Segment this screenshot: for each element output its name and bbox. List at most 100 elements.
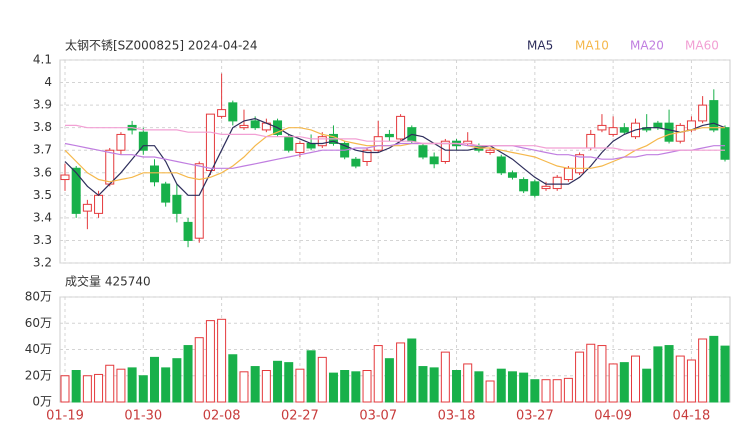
candle-body [306, 142, 316, 149]
volume-frame [59, 296, 731, 403]
volume-bar [418, 366, 428, 403]
volume-bar [440, 351, 450, 403]
volume-bar [284, 362, 294, 403]
volume-bar [384, 358, 394, 403]
ma-line [65, 124, 725, 151]
candle-body [138, 131, 148, 151]
y-tick-label: 3.7 [33, 143, 52, 157]
candle-body [519, 179, 529, 192]
volume-bar [82, 375, 92, 403]
chart-title: 太钢不锈[SZ000825] 2024-04-24 [65, 38, 258, 53]
volume-bar [407, 338, 417, 403]
volume-bar [340, 370, 350, 403]
volume-bar [429, 367, 439, 403]
y-tick-label: 4 [44, 75, 52, 89]
candle-body [440, 140, 450, 162]
candle-body [507, 172, 517, 178]
volume-bar [172, 358, 182, 403]
volume-bar [485, 380, 495, 403]
volume-bar [664, 345, 674, 403]
volume-bar [183, 345, 193, 403]
y-tick-label: 4.1 [33, 53, 52, 67]
x-tick-label: 03-18 [438, 409, 476, 424]
volume-bar [71, 370, 81, 403]
volume-bar [149, 356, 159, 403]
candle-body [373, 136, 383, 151]
x-tick-label: 03-27 [516, 409, 554, 424]
volume-bar [463, 363, 473, 403]
legend-entry: MA5 [527, 39, 553, 53]
volume-bar [317, 356, 327, 403]
volume-bar [530, 379, 540, 403]
y-tick-label: 60万 [25, 316, 52, 330]
volume-bar [239, 371, 249, 403]
volume-bar [362, 370, 372, 403]
candle-body [239, 124, 249, 129]
volume-bar [709, 335, 719, 403]
price-frame [59, 59, 731, 264]
candle-body [161, 183, 171, 203]
candle-body [429, 156, 439, 165]
candle-body [172, 194, 182, 214]
volume-bar [205, 320, 215, 403]
candle-body [575, 154, 585, 174]
x-tick-label: 02-08 [203, 409, 241, 424]
candle-body [597, 124, 607, 131]
volume-bar [161, 367, 171, 403]
y-tick-label: 3.9 [33, 98, 52, 112]
y-tick-label: 80万 [25, 290, 52, 304]
candle-body [608, 127, 618, 135]
candle-body [116, 133, 126, 151]
ma-line [64, 142, 725, 169]
candle-body [530, 181, 540, 196]
volume-bar [261, 370, 271, 403]
volume-bar [250, 366, 260, 403]
volume-bar [474, 371, 484, 403]
volume-bar [608, 363, 618, 403]
volume-bar [507, 371, 517, 403]
volume-bar [575, 351, 585, 403]
candle-body [418, 145, 428, 158]
volume-bar [295, 368, 305, 403]
y-tick-label: 40万 [25, 342, 52, 356]
volume-bar [653, 346, 663, 403]
candle-body [485, 149, 495, 153]
volume-bar [642, 368, 652, 403]
volume-bar [452, 370, 462, 403]
x-tick-label: 01-30 [124, 409, 162, 424]
legend-entry: MA20 [630, 39, 664, 53]
volume-bar [351, 371, 361, 403]
candle-body [698, 104, 708, 122]
candle-body [709, 100, 719, 131]
volume-bar [552, 379, 562, 403]
legend-entry: MA60 [685, 39, 719, 53]
candle-body [94, 194, 104, 214]
candle-body [217, 109, 227, 117]
candle-body [351, 158, 361, 167]
candle-body [653, 122, 663, 129]
candle-body [60, 174, 70, 181]
volume-bar [675, 355, 685, 403]
candle-body [563, 167, 573, 181]
volume-bar [273, 360, 283, 403]
candle-body [362, 149, 372, 163]
candle-body [664, 122, 674, 142]
candle-body [317, 136, 327, 147]
y-tick-label: 3.5 [33, 188, 52, 202]
x-tick-label: 02-27 [281, 409, 319, 424]
volume-bar [720, 345, 730, 403]
candle-body [149, 165, 159, 183]
y-tick-label: 3.6 [33, 165, 52, 179]
volume-bar [127, 367, 137, 403]
x-tick-label: 04-09 [594, 409, 632, 424]
candle-body [586, 133, 596, 149]
x-tick-label: 01-19 [46, 409, 84, 424]
x-tick-label: 04-18 [673, 409, 711, 424]
volume-bar [631, 355, 641, 403]
y-tick-label: 0万 [32, 395, 52, 409]
volume-bar [541, 379, 551, 403]
volume-bar [496, 368, 506, 403]
candle-body [396, 115, 406, 140]
volume-bar [60, 375, 70, 403]
